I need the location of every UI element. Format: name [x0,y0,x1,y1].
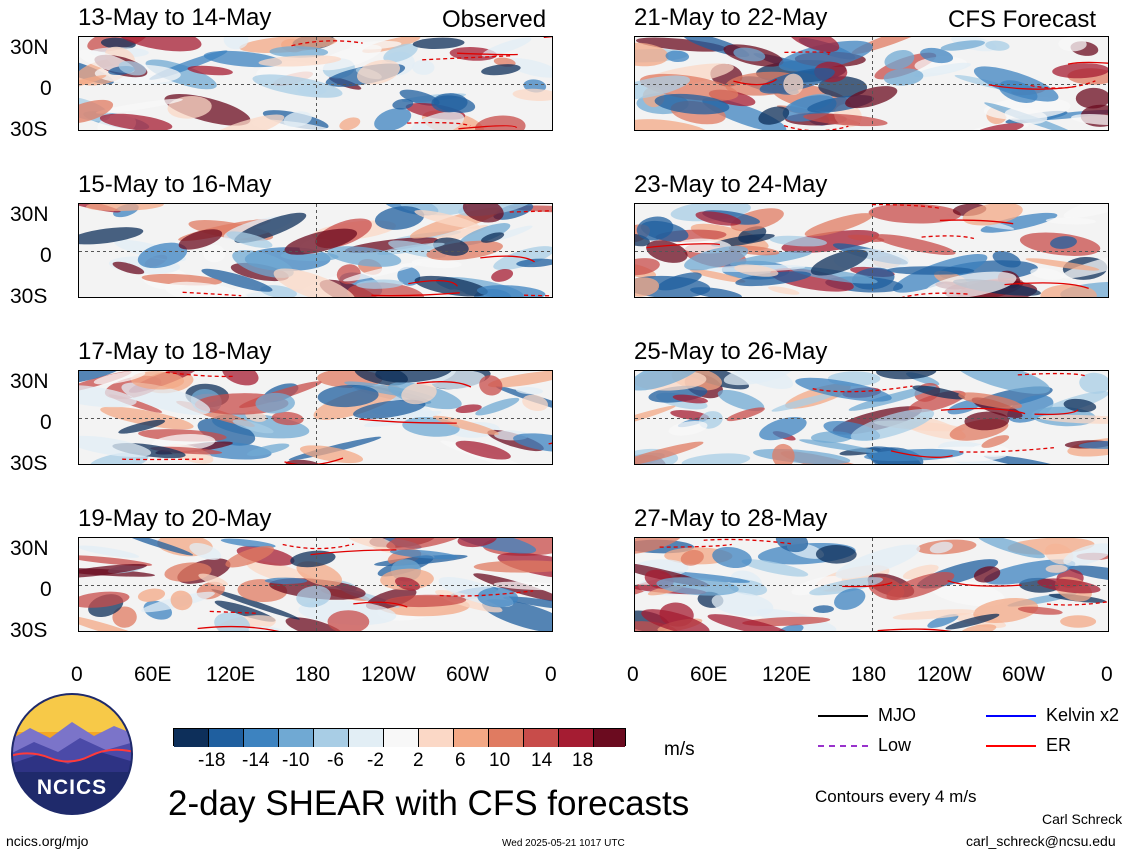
legend-line-low [818,745,868,747]
shear-field [79,204,552,297]
lon-label-0: 0 [71,663,83,686]
cfs-forecast-label: CFS Forecast [948,6,1097,33]
ncics-logo: NCICS [10,692,134,816]
colorbar-cell [524,729,559,747]
colorbar-tick: 2 [413,750,424,771]
colorbar-cell [489,729,524,747]
lat-label-0: 0 [40,77,52,100]
colorbar-tick: -18 [198,750,226,771]
map-panel-observed-1 [78,36,553,131]
logo-text: NCICS [36,776,108,799]
colorbar-cell [454,729,489,747]
colorbar-cell [419,729,454,747]
colorbar-cell [349,729,384,747]
lon-label-120e: 120E [206,663,256,686]
lat-label-30n: 30N [10,370,49,393]
panel-title-left-4: 19-May to 20-May [78,505,272,532]
colorbar-cell [384,729,419,747]
colorbar-tick: 14 [531,750,553,771]
map-panel-forecast-3 [634,370,1109,465]
lat-label-30n: 30N [10,537,49,560]
legend-label-low: Low [878,735,912,755]
shear-field [635,538,1108,631]
map-panel-forecast-1 [634,36,1109,131]
contour-note: Contours every 4 m/s [815,787,977,806]
lon-label-120e: 120E [762,663,812,686]
panel-title-right-4: 27-May to 28-May [634,505,828,532]
lon-label-60w: 60W [1002,663,1046,686]
lat-label-30s: 30S [10,452,48,475]
footer-author: Carl Schreck [1042,811,1123,827]
main-title: 2-day SHEAR with CFS forecasts [168,784,690,823]
map-panel-observed-4 [78,537,553,632]
shear-field [635,371,1108,464]
lon-label-60e: 60E [134,663,172,686]
shear-field [79,538,552,631]
legend-line-mjo [818,715,868,717]
colorbar-tick: 10 [489,750,511,771]
lon-label-120w: 120W [917,663,972,686]
panel-title-left-3: 17-May to 18-May [78,338,272,365]
colorbar-cell [559,729,594,747]
panel-title-right-3: 25-May to 26-May [634,338,828,365]
colorbar-cell [174,729,209,747]
shear-field [79,371,552,464]
lat-label-0: 0 [40,244,52,267]
lon-label-0-end: 0 [545,663,557,686]
lat-label-30s: 30S [10,619,48,642]
colorbar-tick: -10 [282,750,310,771]
footer-email: carl_schreck@ncsu.edu [966,833,1116,849]
colorbar-tick: -14 [242,750,270,771]
map-panel-forecast-2 [634,203,1109,298]
legend-label-mjo: MJO [878,705,916,725]
lat-label-0: 0 [40,411,52,434]
lon-label-0-end: 0 [1101,663,1113,686]
shear-field [635,204,1108,297]
lon-label-0: 0 [627,663,639,686]
colorbar-cell [594,729,625,747]
lat-label-30n: 30N [10,36,49,59]
lon-label-120w: 120W [361,663,416,686]
colorbar-unit: m/s [664,739,695,760]
colorbar-tick: -6 [327,750,344,771]
panel-title-right-2: 23-May to 24-May [634,171,828,198]
legend-line-er [986,745,1036,747]
map-panel-observed-2 [78,203,553,298]
colorbar-cell [279,729,314,747]
lat-label-30n: 30N [10,203,49,226]
colorbar [173,728,626,747]
panel-title-right-1: 21-May to 22-May [634,4,828,31]
shear-field [635,37,1108,130]
colorbar-tick: -2 [367,750,384,771]
lat-label-30s: 30S [10,118,48,141]
colorbar-tick: 18 [572,750,594,771]
lat-label-30s: 30S [10,285,48,308]
colorbar-cell [209,729,244,747]
observed-label: Observed [442,6,547,33]
lon-label-180: 180 [851,663,887,686]
map-panel-observed-3 [78,370,553,465]
footer-url: ncics.org/mjo [6,833,89,849]
colorbar-cell [314,729,349,747]
legend-line-kelvin [986,715,1036,717]
footer-timestamp: Wed 2025-05-21 1017 UTC [502,838,625,849]
lon-label-60e: 60E [690,663,728,686]
lat-label-0: 0 [40,578,52,601]
legend-label-er: ER [1046,735,1072,755]
colorbar-cell [244,729,279,747]
legend-label-kelvin: Kelvin x2 [1046,705,1120,725]
lon-label-180: 180 [295,663,331,686]
shear-field [79,37,552,130]
panel-title-left-2: 15-May to 16-May [78,171,272,198]
panel-title-left-1: 13-May to 14-May [78,4,272,31]
colorbar-tick: 6 [455,750,466,771]
lon-label-60w: 60W [446,663,490,686]
map-panel-forecast-4 [634,537,1109,632]
